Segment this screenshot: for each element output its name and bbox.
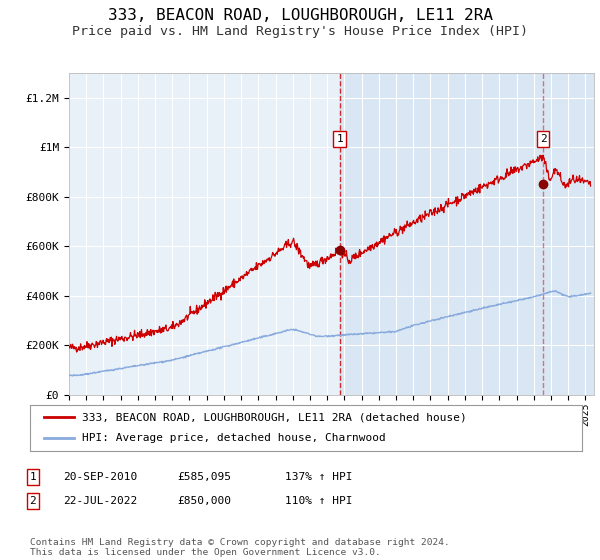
Text: Contains HM Land Registry data © Crown copyright and database right 2024.
This d: Contains HM Land Registry data © Crown c… (30, 538, 450, 557)
Text: £850,000: £850,000 (177, 496, 231, 506)
Text: 110% ↑ HPI: 110% ↑ HPI (285, 496, 353, 506)
Text: 2: 2 (29, 496, 37, 506)
Bar (340, 73, 594, 395)
Text: £585,095: £585,095 (177, 472, 231, 482)
Text: 333, BEACON ROAD, LOUGHBOROUGH, LE11 2RA: 333, BEACON ROAD, LOUGHBOROUGH, LE11 2RA (107, 8, 493, 24)
Text: 333, BEACON ROAD, LOUGHBOROUGH, LE11 2RA (detached house): 333, BEACON ROAD, LOUGHBOROUGH, LE11 2RA… (82, 412, 467, 422)
Text: Price paid vs. HM Land Registry's House Price Index (HPI): Price paid vs. HM Land Registry's House … (72, 25, 528, 38)
Text: 22-JUL-2022: 22-JUL-2022 (63, 496, 137, 506)
Text: 20-SEP-2010: 20-SEP-2010 (63, 472, 137, 482)
Text: 2: 2 (540, 134, 547, 144)
Text: HPI: Average price, detached house, Charnwood: HPI: Average price, detached house, Char… (82, 433, 386, 444)
Text: 137% ↑ HPI: 137% ↑ HPI (285, 472, 353, 482)
Text: 1: 1 (336, 134, 343, 144)
Text: 1: 1 (29, 472, 37, 482)
